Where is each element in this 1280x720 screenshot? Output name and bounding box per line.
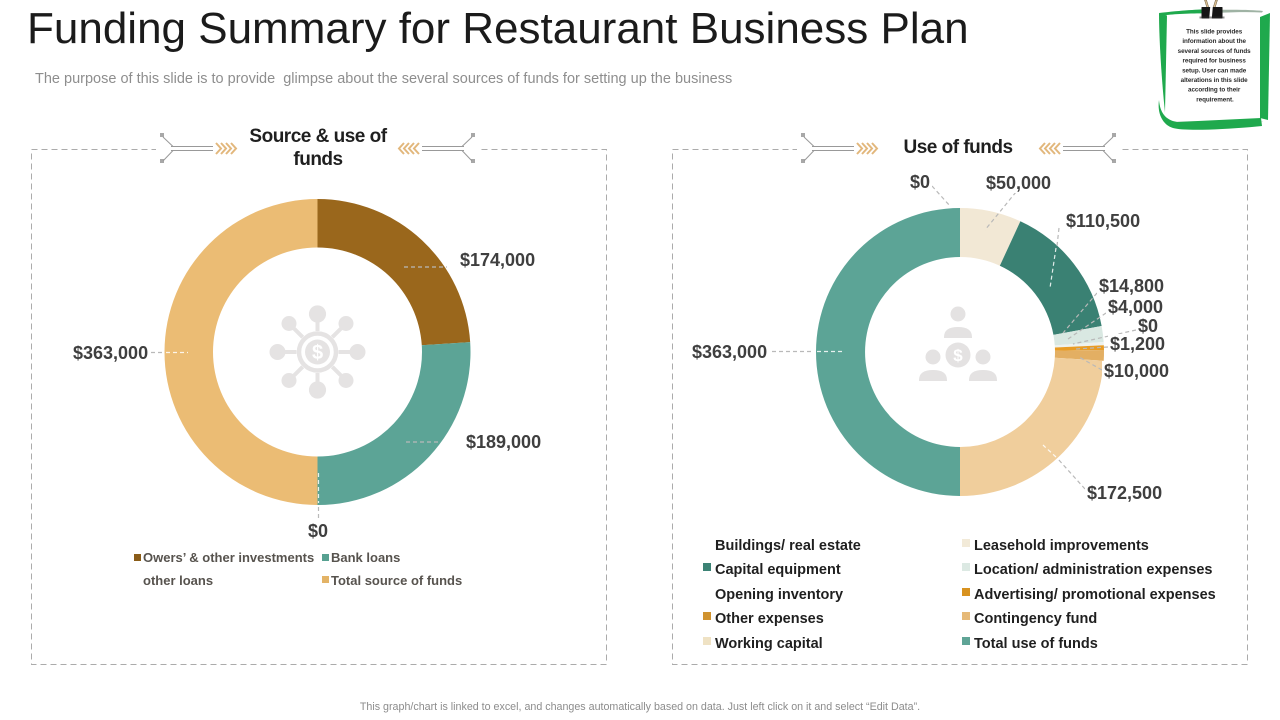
- svg-text:$: $: [312, 342, 323, 364]
- svg-text:This slide provides inform: This slide provides information about th…: [1178, 29, 1253, 104]
- svg-text:$: $: [953, 346, 963, 365]
